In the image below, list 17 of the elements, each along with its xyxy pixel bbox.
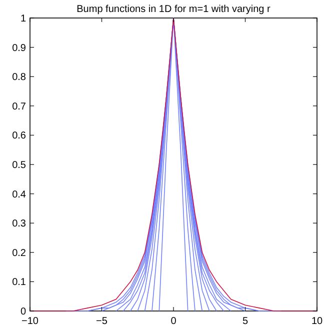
x-tick-label: 0 <box>170 316 177 327</box>
chart-title: Bump functions in 1D for m=1 with varying r <box>76 4 272 15</box>
y-tick-label: 0.7 <box>12 101 26 112</box>
y-tick-label: 0.6 <box>12 130 26 142</box>
y-tick-label: 0.1 <box>12 277 26 288</box>
y-tick-label: 0.4 <box>12 189 26 200</box>
y-tick-label: 1 <box>20 14 26 24</box>
y-tick-label: 0.5 <box>12 160 26 171</box>
x-tick-label: −5 <box>96 316 108 327</box>
y-tick-label: 0.8 <box>12 72 26 84</box>
y-tick-label: 0.9 <box>12 42 26 54</box>
x-tick-label: −10 <box>22 316 39 327</box>
y-tick-label: 0 <box>20 306 26 318</box>
x-tick-label: 10 <box>311 316 323 327</box>
y-tick-label: 0.3 <box>12 218 26 230</box>
y-tick-label: 0.2 <box>12 248 26 259</box>
x-tick-label: 5 <box>242 316 248 327</box>
